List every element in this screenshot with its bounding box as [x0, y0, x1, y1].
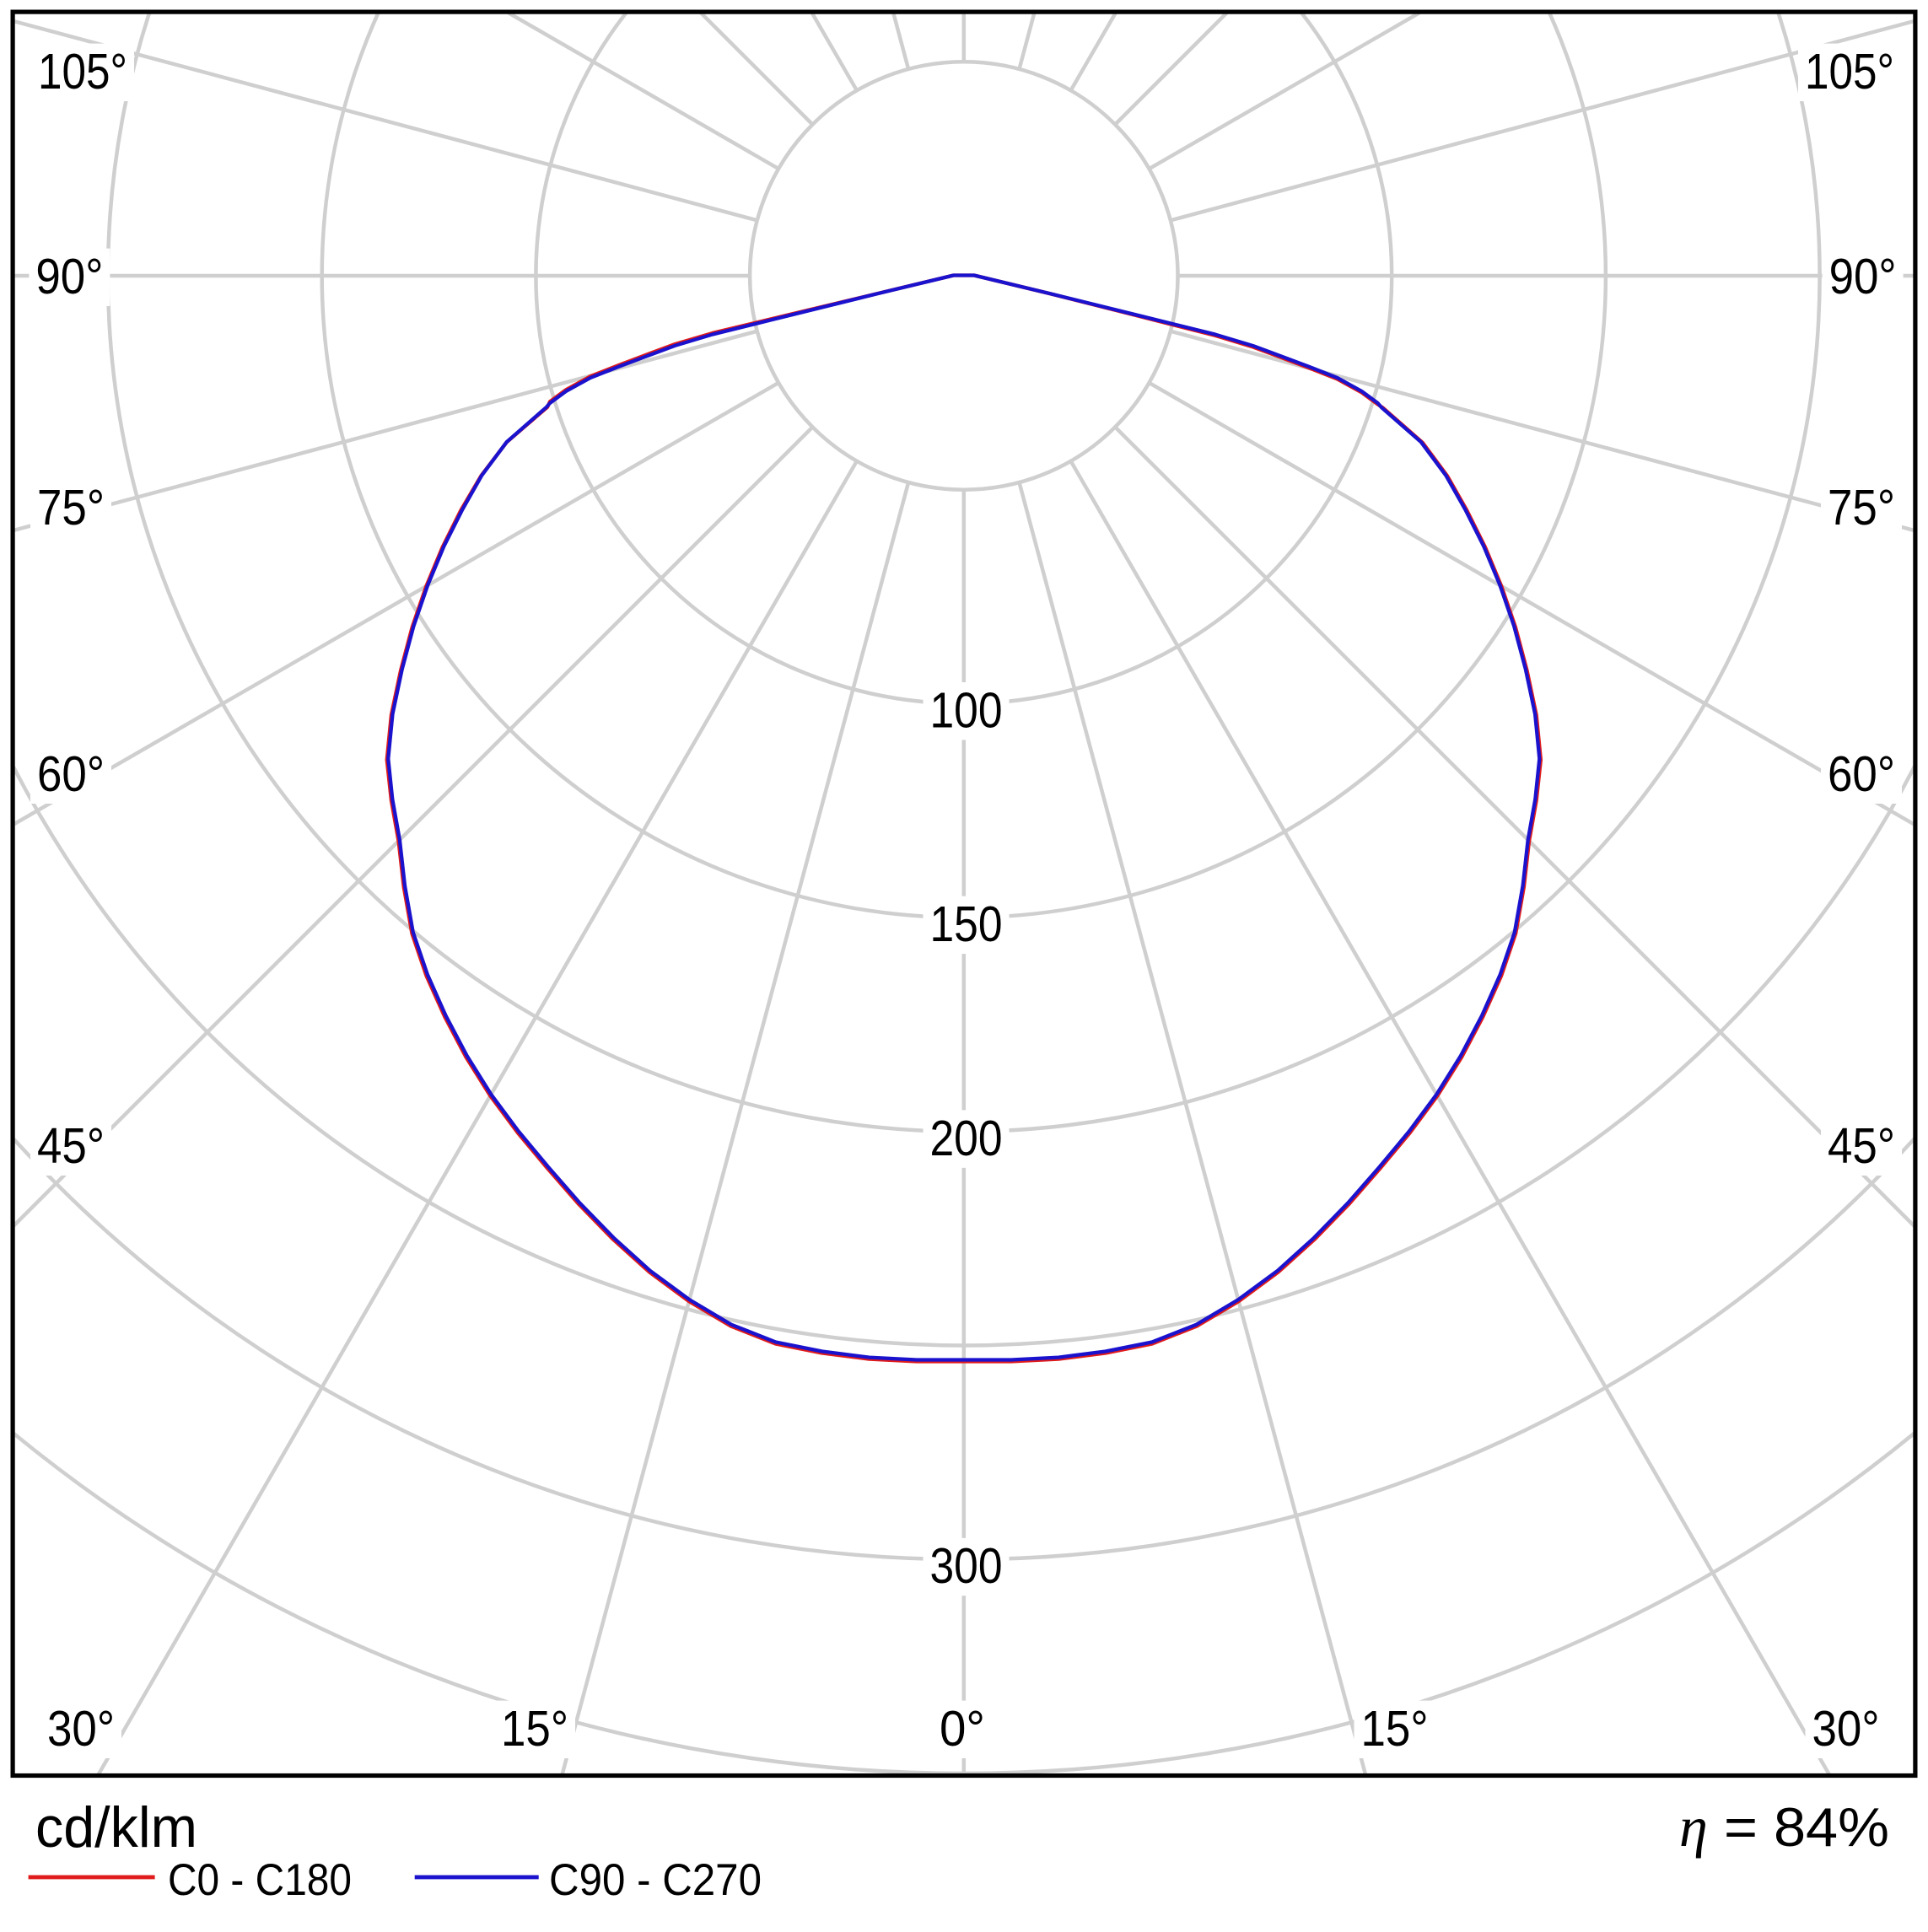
svg-text:45°: 45°: [37, 1117, 105, 1174]
svg-text:cd/klm: cd/klm: [35, 1795, 197, 1859]
svg-text:100: 100: [930, 681, 1003, 738]
svg-text:105°: 105°: [38, 43, 127, 100]
svg-text:75°: 75°: [37, 479, 105, 535]
svg-text:200: 200: [930, 1110, 1003, 1166]
svg-text:C90 - C270: C90 - C270: [549, 1855, 762, 1905]
svg-text:60°: 60°: [37, 745, 105, 802]
svg-text:300: 300: [930, 1537, 1003, 1594]
svg-text:60°: 60°: [1828, 745, 1895, 802]
svg-text:15°: 15°: [1361, 1700, 1429, 1757]
svg-text:15°: 15°: [501, 1700, 568, 1757]
svg-text:45°: 45°: [1828, 1117, 1895, 1174]
svg-text:C0 - C180: C0 - C180: [168, 1855, 352, 1905]
svg-text:150: 150: [930, 896, 1003, 952]
svg-text:90°: 90°: [35, 248, 103, 304]
svg-text:105°: 105°: [1805, 43, 1894, 100]
svg-text:η: η: [1679, 1795, 1708, 1859]
svg-text:0°: 0°: [940, 1700, 985, 1757]
svg-text:30°: 30°: [47, 1700, 115, 1757]
svg-text:30°: 30°: [1812, 1700, 1880, 1757]
svg-text:90°: 90°: [1829, 248, 1897, 304]
svg-text:= 84%: = 84%: [1724, 1796, 1889, 1858]
svg-text:75°: 75°: [1828, 479, 1895, 535]
